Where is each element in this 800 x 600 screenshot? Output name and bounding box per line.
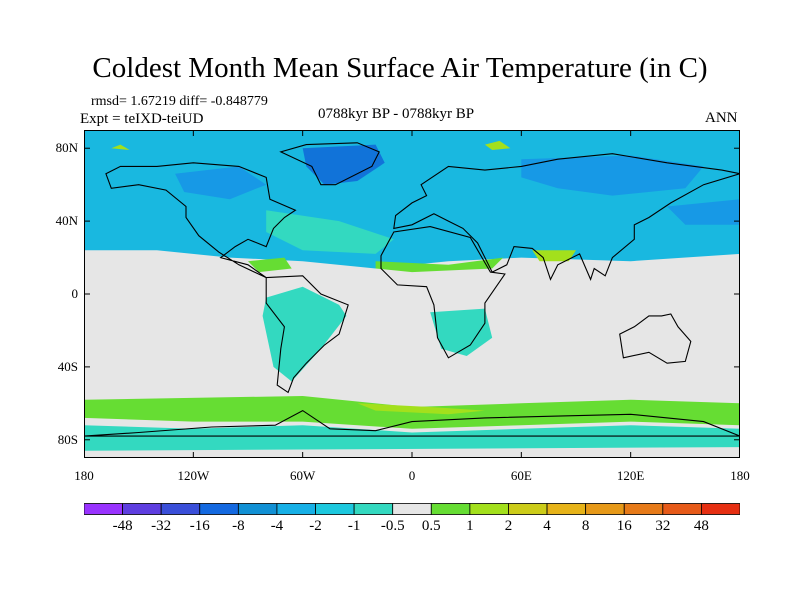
lon-label: 180 xyxy=(730,468,750,483)
colorbar-label: 2 xyxy=(504,518,513,534)
colorbar-swatch xyxy=(237,503,278,515)
colorbar-label: 1 xyxy=(466,518,474,534)
colorbar-label: -48 xyxy=(112,518,133,534)
field-africa-south xyxy=(430,308,493,356)
field-north-band xyxy=(84,130,740,269)
colorbar-label: -2 xyxy=(309,518,322,534)
colorbar-swatch xyxy=(469,503,509,515)
map-frame xyxy=(84,130,740,458)
colorbar-swatch xyxy=(276,503,316,515)
field-greenland-cold xyxy=(302,144,385,185)
colorbar-swatch xyxy=(315,503,355,515)
rmsd-diff-label: rmsd= 1.67219 diff= -0.848779 xyxy=(91,94,268,109)
season-label: ANN xyxy=(705,110,738,126)
chart-title: Coldest Month Mean Surface Air Temperatu… xyxy=(92,52,708,84)
field-carib-pos xyxy=(248,257,292,273)
coast-africa xyxy=(380,226,506,359)
field-arctic-warm-1 xyxy=(111,144,130,150)
colorbar-swatch xyxy=(353,503,394,515)
field-tropics-pos xyxy=(375,257,504,273)
temperature-map xyxy=(84,130,740,458)
colorbar-swatch xyxy=(701,503,740,515)
colorbar-label: 16 xyxy=(616,518,632,534)
colorbar-swatch xyxy=(122,503,162,515)
coast-north-america xyxy=(105,162,297,279)
temperature-field xyxy=(84,130,740,458)
lat-label: 80N xyxy=(55,140,78,156)
lon-label: 180 xyxy=(74,468,94,483)
field-siberia-cold xyxy=(521,155,704,196)
period-label: 0788kyr BP - 0788kyr BP xyxy=(318,106,475,122)
lon-label: 60E xyxy=(510,468,532,483)
field-antarctica-neg xyxy=(84,425,740,451)
colorbar-swatch xyxy=(623,503,664,515)
experiment-label: Expt = teIXD-teiUD xyxy=(80,111,204,127)
colorbar-label: 4 xyxy=(543,518,551,534)
field-north-atlantic xyxy=(266,210,394,254)
colorbar-swatch xyxy=(662,503,702,515)
colorbar-label: -8 xyxy=(232,518,245,534)
field-canada-cold xyxy=(175,166,267,200)
colorbar-label: 0.5 xyxy=(421,518,441,534)
coast-australia xyxy=(619,313,692,364)
lat-label: 40S xyxy=(57,358,78,374)
coast-south-america xyxy=(265,275,349,394)
colorbar-swatch xyxy=(430,503,471,515)
colorbar-swatch xyxy=(392,503,432,515)
colorbar-label: -0.5 xyxy=(380,518,405,534)
coast-greenland xyxy=(279,142,380,186)
colorbar xyxy=(84,503,740,515)
colorbar-swatch xyxy=(199,503,239,515)
colorbar-swatch xyxy=(160,503,201,515)
lon-label: 120E xyxy=(616,468,645,483)
lat-label: 0 xyxy=(71,286,79,301)
lat-label: 80S xyxy=(57,431,78,447)
colorbar-label: -4 xyxy=(270,518,284,534)
field-south-america xyxy=(262,286,347,382)
colorbar-label: 48 xyxy=(693,518,709,534)
colorbar-label: 32 xyxy=(655,518,671,534)
lon-label: 60W xyxy=(290,468,316,483)
field-arctic-warm-2 xyxy=(484,140,511,150)
colorbar-swatch xyxy=(585,503,625,515)
colorbar-swatch xyxy=(84,503,123,515)
colorbar-swatch xyxy=(546,503,587,515)
field-south-ocean-mid xyxy=(357,403,485,415)
colorbar-label: 8 xyxy=(581,518,590,534)
lon-label: 0 xyxy=(408,468,416,483)
lon-label: 120W xyxy=(177,468,210,483)
colorbar-label: -16 xyxy=(189,518,210,534)
colorbar-swatch xyxy=(508,503,548,515)
coast-eurasia xyxy=(393,153,740,281)
colorbar-label: -1 xyxy=(347,518,361,534)
lat-label: 40N xyxy=(55,213,78,229)
field-pacific-cold xyxy=(667,199,740,225)
colorbar-label: -32 xyxy=(151,518,172,534)
coast-antarctica xyxy=(84,409,740,437)
coastlines xyxy=(84,142,740,437)
